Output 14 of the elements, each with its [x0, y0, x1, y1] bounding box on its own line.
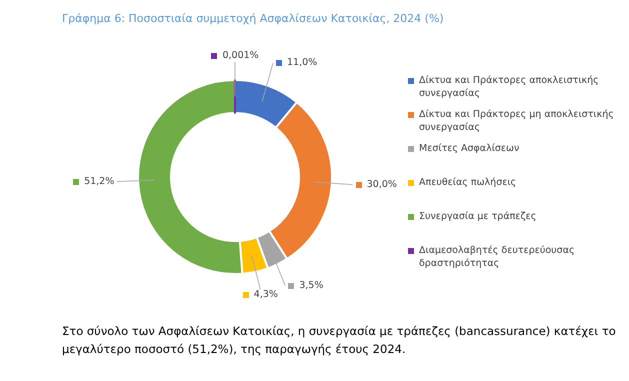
chart-title: Γράφημα 6: Ποσοστιαία συμμετοχή Ασφαλίσεων Κατοικίας, 2024 (%)	[62, 12, 444, 25]
legend-label: Συνεργασία με τράπεζες	[419, 210, 536, 223]
text: Στο σύνολο των Ασφαλίσεων Κατοικίας, η συνεργασία με τράπεζες (bancassurance) κατέχει το μεγαλύτερο ποσοστό (51,2%), της παραγωγής έτους 2024.	[62, 323, 617, 358]
legend-label: Δίκτυα και Πράκτορες μη αποκλειστικής συνεργασίας	[419, 108, 615, 134]
data-label: 51,2%	[84, 176, 114, 188]
legend-label: Δίκτυα και Πράκτορες αποκλειστικής συνεργασίας	[419, 74, 600, 100]
legend-label: Απευθείας πωλήσεις	[419, 176, 516, 189]
data-label: 30,0%	[366, 178, 397, 191]
data-label: 0,001%	[222, 50, 259, 62]
data-label: 4,3%	[254, 289, 278, 302]
legend-label: Διαμεσολαβητές δευτερεύουσας δραστηριότητας	[419, 244, 576, 270]
legend-label: Μεσίτες Ασφαλίσεων	[419, 142, 520, 155]
data-label: 11,0%	[286, 57, 318, 70]
data-label: 3,5%	[299, 280, 324, 292]
